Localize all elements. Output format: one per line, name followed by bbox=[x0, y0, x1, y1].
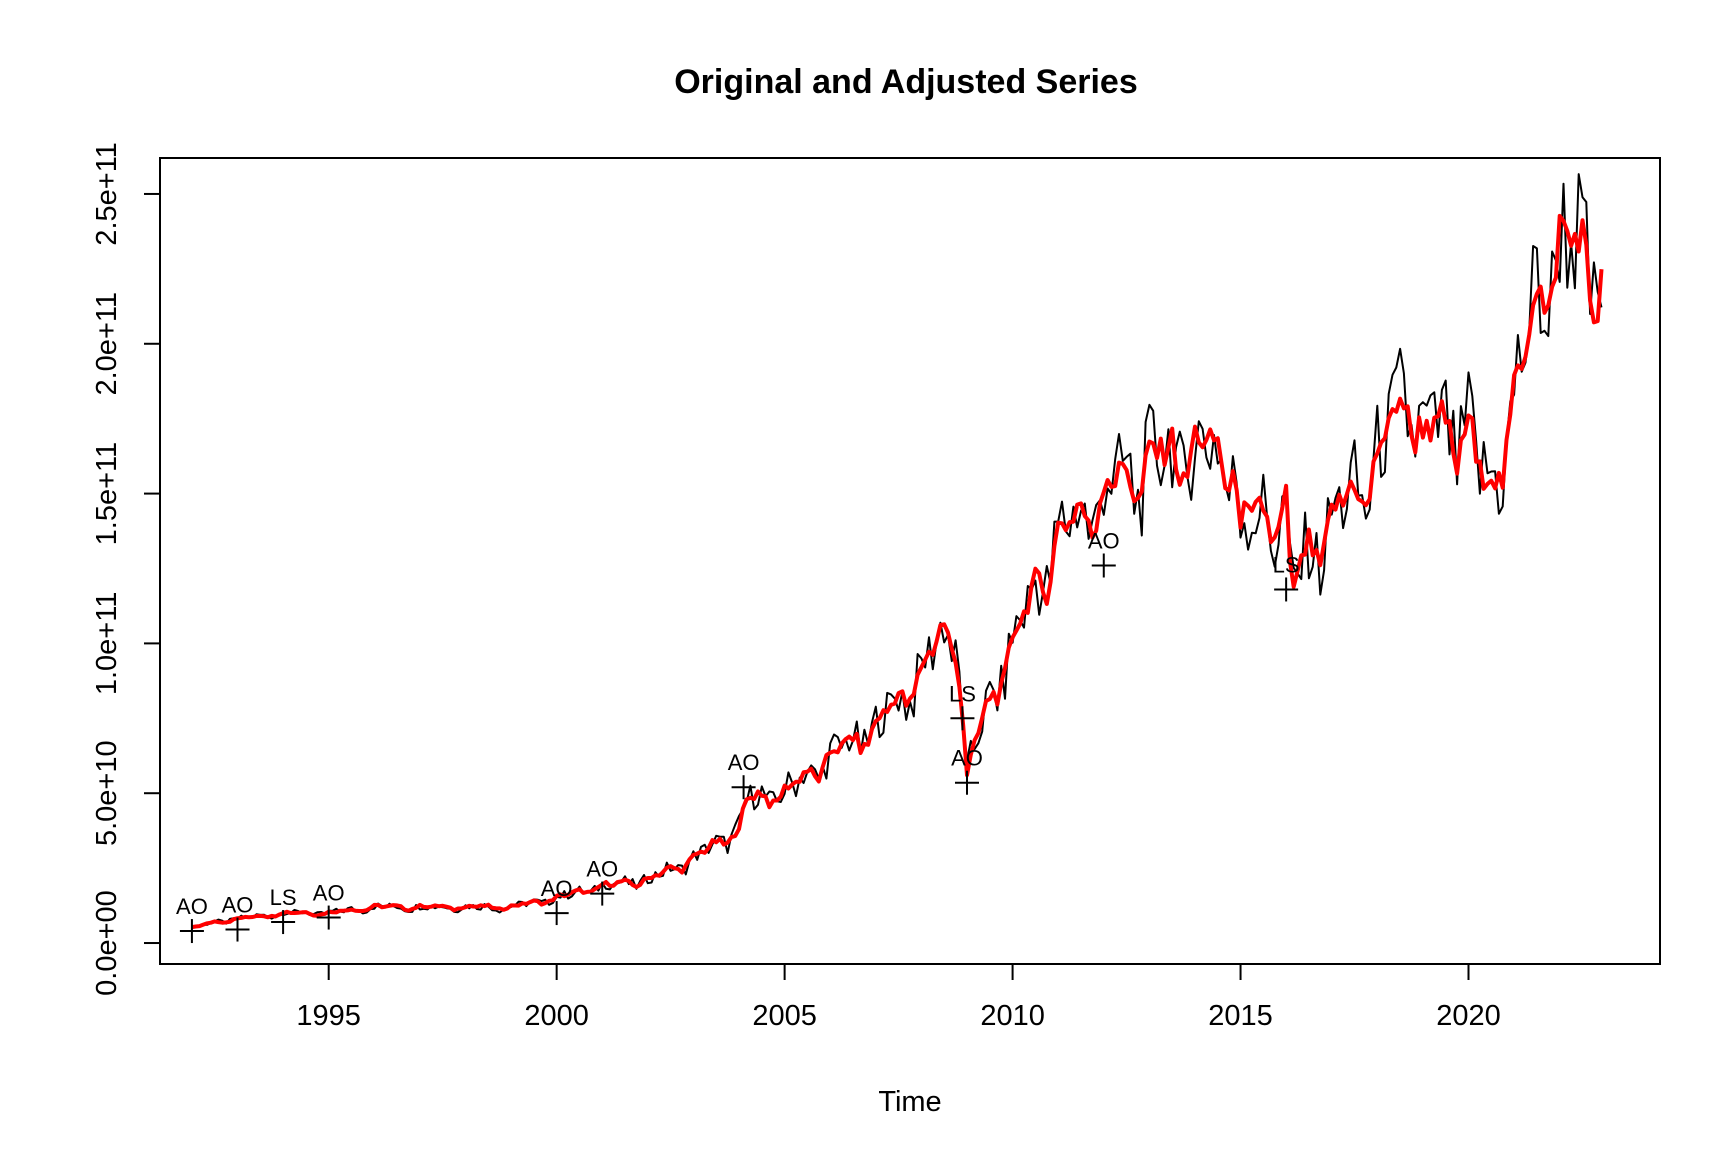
plot-area-frame bbox=[159, 157, 1661, 965]
outlier-label: AO bbox=[222, 893, 254, 918]
y-tick-label: 2.0e+11 bbox=[91, 292, 123, 395]
outlier-label: LS bbox=[1273, 552, 1300, 577]
x-axis-title: Time bbox=[878, 1086, 941, 1118]
outlier-marker-ao: AO bbox=[1088, 528, 1120, 578]
y-tick-label: 0.0e+00 bbox=[91, 890, 123, 996]
x-tick-label: 2020 bbox=[1436, 1000, 1501, 1032]
outlier-marker-ao: AO bbox=[586, 857, 618, 906]
outlier-marker-ls: LS bbox=[270, 885, 297, 935]
outlier-marker-ao: AO bbox=[951, 746, 983, 795]
outlier-marker-ls: LS bbox=[949, 681, 976, 731]
y-tick-label: 1.0e+11 bbox=[91, 592, 123, 695]
series-adjusted-line bbox=[191, 213, 1604, 930]
outlier-label: AO bbox=[1088, 528, 1120, 553]
outlier-label: AO bbox=[951, 746, 983, 771]
outlier-label: AO bbox=[176, 894, 208, 919]
y-tick-label: 5.0e+10 bbox=[91, 740, 123, 846]
outlier-label: AO bbox=[541, 876, 573, 901]
x-axis: 1995 2000 2005 2010 2015 2020 bbox=[296, 963, 1501, 1032]
x-tick-label: 1995 bbox=[296, 1000, 361, 1032]
outlier-marker-ao: AO bbox=[541, 876, 573, 926]
series-layer bbox=[191, 173, 1604, 930]
chart-title: Original and Adjusted Series bbox=[674, 63, 1138, 101]
series-original-line bbox=[191, 173, 1603, 929]
outlier-label: AO bbox=[586, 857, 618, 882]
outlier-marker-ao: AO bbox=[176, 894, 208, 944]
outlier-marker-ls: LS bbox=[1273, 552, 1300, 602]
outlier-label: AO bbox=[728, 750, 760, 775]
outlier-layer: AO AO LS AO AO AO AO LS AO AO LS bbox=[176, 528, 1300, 944]
outlier-label: LS bbox=[270, 885, 297, 910]
outlier-label: LS bbox=[949, 681, 976, 706]
y-tick-label: 2.5e+11 bbox=[91, 142, 123, 245]
x-tick-label: 2005 bbox=[752, 1000, 817, 1032]
x-tick-label: 2000 bbox=[524, 1000, 589, 1032]
outlier-marker-ao: AO bbox=[313, 881, 345, 930]
y-axis: 0.0e+00 5.0e+10 1.0e+11 1.5e+11 2.0e+11 2.5e+… bbox=[91, 142, 161, 996]
outlier-label: AO bbox=[313, 881, 345, 906]
x-tick-label: 2015 bbox=[1208, 1000, 1273, 1032]
y-tick-label: 1.5e+11 bbox=[91, 442, 123, 545]
x-tick-label: 2010 bbox=[980, 1000, 1045, 1032]
outlier-marker-ao: AO bbox=[222, 893, 254, 942]
outlier-marker-ao: AO bbox=[728, 750, 760, 800]
